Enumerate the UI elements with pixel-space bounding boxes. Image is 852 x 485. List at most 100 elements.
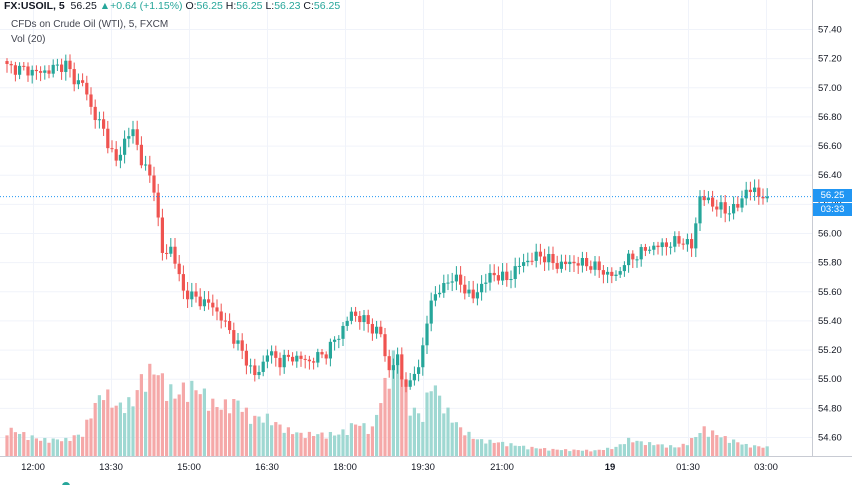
volume-bar	[690, 438, 694, 456]
volume-bar	[635, 440, 639, 456]
volume-bar	[702, 426, 706, 456]
volume-bar	[715, 435, 719, 456]
candle-body	[253, 365, 257, 376]
candle-body	[404, 379, 408, 387]
candle-body	[123, 138, 127, 155]
candle-body	[22, 65, 26, 67]
volume-bar	[400, 376, 404, 456]
volume-bar	[740, 444, 744, 456]
volume-bar	[51, 438, 55, 456]
volume-bar	[379, 403, 383, 456]
candle-body	[694, 223, 698, 249]
volume-bar	[396, 363, 400, 456]
volume-bar	[555, 449, 559, 456]
volume-bar	[114, 405, 118, 456]
volume-bar	[240, 411, 244, 456]
candle-body	[64, 60, 68, 72]
candle-body	[261, 361, 265, 372]
volume-bar	[673, 447, 677, 456]
volume-bar	[723, 436, 727, 456]
volume-bar	[547, 450, 551, 456]
volume-bar	[648, 442, 652, 456]
time-tick-label: 21:00	[490, 462, 514, 473]
candle-body	[110, 148, 114, 150]
candle-body	[711, 197, 715, 207]
volume-bar	[505, 446, 509, 456]
candle-body	[316, 352, 320, 363]
candle-body	[572, 261, 576, 264]
candle-body	[417, 367, 421, 374]
candle-body	[732, 203, 736, 214]
time-tick-label: 15:00	[177, 462, 201, 473]
volume-bar	[64, 437, 68, 456]
volume-bar	[85, 419, 89, 456]
volume-bar	[404, 380, 408, 456]
volume-bar	[656, 444, 660, 456]
candle-body	[765, 196, 769, 199]
candle-body	[93, 106, 97, 121]
volume-bar	[127, 397, 131, 456]
candle-body	[538, 251, 542, 257]
candle-body	[614, 274, 618, 276]
candle-body	[236, 340, 240, 344]
volume-bar	[732, 439, 736, 456]
volume-bar	[484, 443, 488, 456]
volume-bar	[194, 390, 198, 456]
volume-bar	[551, 448, 555, 456]
volume-bar	[748, 447, 752, 456]
volume-bar	[131, 406, 135, 456]
volume-bar	[190, 380, 194, 456]
volume-bar	[358, 425, 362, 456]
volume-bar	[601, 450, 605, 456]
volume-bar	[501, 441, 505, 456]
volume-bar	[706, 436, 710, 456]
volume-bar	[643, 445, 647, 456]
time-axis[interactable]: 12:00 13:30 15:00 16:30 18:00 19:30 21:00 19 01:…	[21, 462, 778, 473]
volume-bar	[89, 418, 93, 456]
symbol-name[interactable]: FX:USOIL, 5	[4, 0, 65, 12]
volume-bar	[299, 432, 303, 456]
volume-bar	[274, 422, 278, 456]
volume-bar	[568, 451, 572, 456]
candle-body	[223, 320, 227, 322]
candle-body	[118, 154, 122, 161]
candle-body	[295, 355, 299, 362]
price-tick-label: 54.60	[818, 433, 842, 444]
candle-body	[396, 354, 400, 366]
candle-body	[669, 246, 673, 248]
candle-body	[89, 94, 93, 107]
candle-body	[400, 354, 404, 380]
low-label: L:	[265, 0, 275, 12]
close-value: 56.25	[313, 0, 341, 12]
price-tick-label: 55.40	[818, 316, 842, 327]
volume-bar	[139, 374, 143, 456]
candle-body	[761, 196, 765, 199]
volume-bar	[438, 395, 442, 456]
price-axis[interactable]: 57.4057.2057.0056.8056.6056.4056.2056.00…	[818, 25, 842, 444]
volume-bar	[165, 400, 169, 456]
volume-bar	[337, 434, 341, 456]
volume-bar	[123, 413, 127, 456]
volume-bar	[526, 449, 530, 456]
open-value: 56.25	[196, 0, 223, 12]
volume-bar	[387, 388, 391, 456]
candle-body	[257, 371, 261, 376]
volume-bar	[97, 395, 101, 456]
candle-body	[555, 263, 559, 269]
candle-body	[534, 251, 538, 261]
candle-body	[160, 217, 164, 253]
candle-body	[387, 356, 391, 371]
volume-bar	[303, 438, 307, 456]
volume-legend[interactable]: Vol (20)	[11, 34, 46, 45]
volume-bar	[580, 450, 584, 456]
volume-bar	[232, 399, 236, 456]
candle-body	[505, 271, 509, 281]
volume-bar	[681, 443, 685, 456]
candle-body	[379, 326, 383, 335]
volume-bar	[375, 414, 379, 456]
time-tick-label: 13:30	[99, 462, 123, 473]
volume-bar	[744, 443, 748, 456]
volume-bar	[265, 413, 269, 456]
volume-bar	[316, 434, 320, 456]
